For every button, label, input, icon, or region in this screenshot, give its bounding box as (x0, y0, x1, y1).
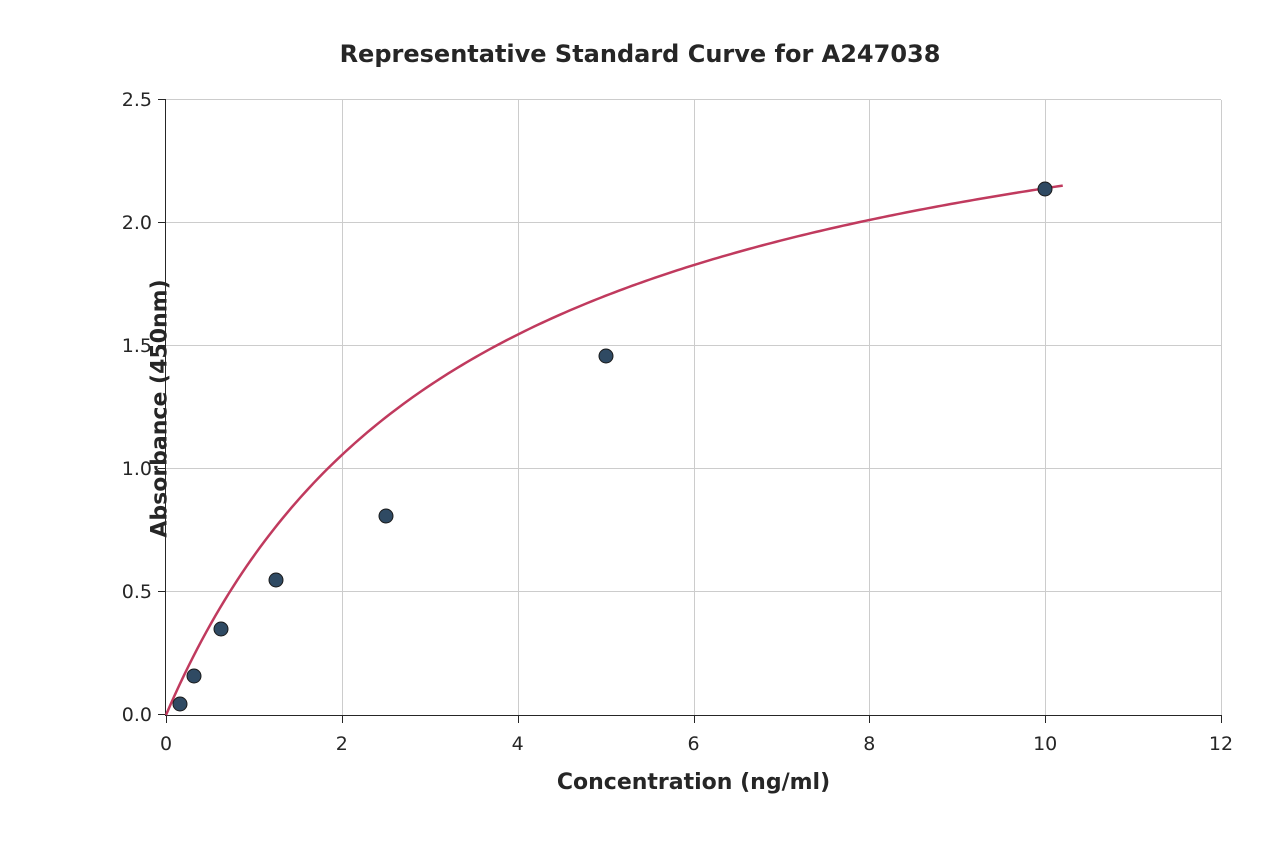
x-tick (694, 715, 695, 723)
y-tick (158, 99, 166, 100)
curve-line (166, 100, 1221, 715)
y-tick-label: 0.0 (122, 704, 152, 726)
plot-area: 0246810120.00.51.01.52.02.5Concentration… (165, 100, 1221, 716)
data-point (598, 348, 613, 363)
x-tick (342, 715, 343, 723)
data-point (268, 572, 283, 587)
y-tick-label: 0.5 (122, 581, 152, 603)
x-tick (1221, 715, 1222, 723)
x-tick-label: 12 (1209, 733, 1233, 755)
data-point (172, 697, 187, 712)
y-tick-label: 2.5 (122, 89, 152, 111)
x-tick (518, 715, 519, 723)
x-tick-label: 6 (687, 733, 699, 755)
x-tick (869, 715, 870, 723)
y-tick (158, 222, 166, 223)
y-tick (158, 591, 166, 592)
x-tick-label: 4 (512, 733, 524, 755)
chart-title: Representative Standard Curve for A24703… (0, 40, 1280, 68)
x-tick-label: 10 (1033, 733, 1057, 755)
y-tick-label: 2.0 (122, 212, 152, 234)
data-point (378, 508, 393, 523)
data-point (213, 621, 228, 636)
y-tick (158, 714, 166, 715)
data-point (1038, 181, 1053, 196)
x-tick (166, 715, 167, 723)
x-tick-label: 0 (160, 733, 172, 755)
x-axis-label: Concentration (ng/ml) (166, 770, 1221, 795)
chart-container: Representative Standard Curve for A24703… (0, 0, 1280, 845)
data-point (186, 668, 201, 683)
x-tick (1045, 715, 1046, 723)
x-tick-label: 2 (336, 733, 348, 755)
grid-line-v (1221, 100, 1222, 715)
x-tick-label: 8 (863, 733, 875, 755)
